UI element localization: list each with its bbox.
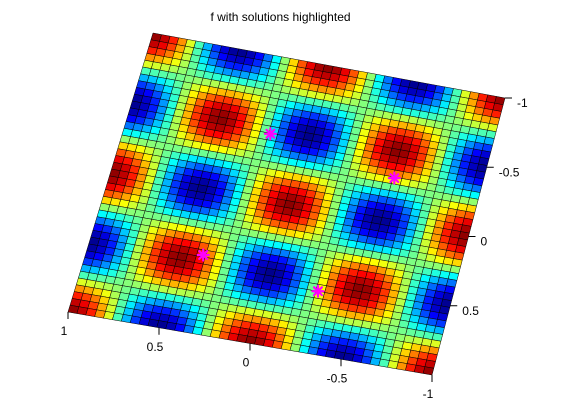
solution-marker — [263, 127, 277, 141]
y-tick-label: 0.5 — [462, 304, 479, 318]
x-tick-label: 0.5 — [147, 340, 164, 354]
solution-markers — [196, 127, 401, 298]
x-tick-label: -1 — [423, 387, 434, 401]
x-tick-label: -0.5 — [327, 371, 348, 385]
chart-title: f with solutions highlighted — [210, 10, 351, 24]
axis-ticks: 1 0.5 0 -0.5 -1 -1 -0.5 0 0.5 — [61, 96, 528, 401]
surface-mesh — [67, 32, 506, 376]
x-tick-label: 1 — [61, 324, 68, 338]
y-tick-label: 0 — [481, 235, 488, 249]
y-tick-label: -1 — [517, 96, 528, 110]
surface-cell — [422, 366, 435, 376]
solution-marker — [196, 248, 210, 262]
solution-marker — [311, 284, 325, 298]
solution-marker — [387, 171, 401, 185]
x-tick-label: 0 — [243, 356, 250, 370]
y-tick-label: -0.5 — [499, 165, 520, 179]
